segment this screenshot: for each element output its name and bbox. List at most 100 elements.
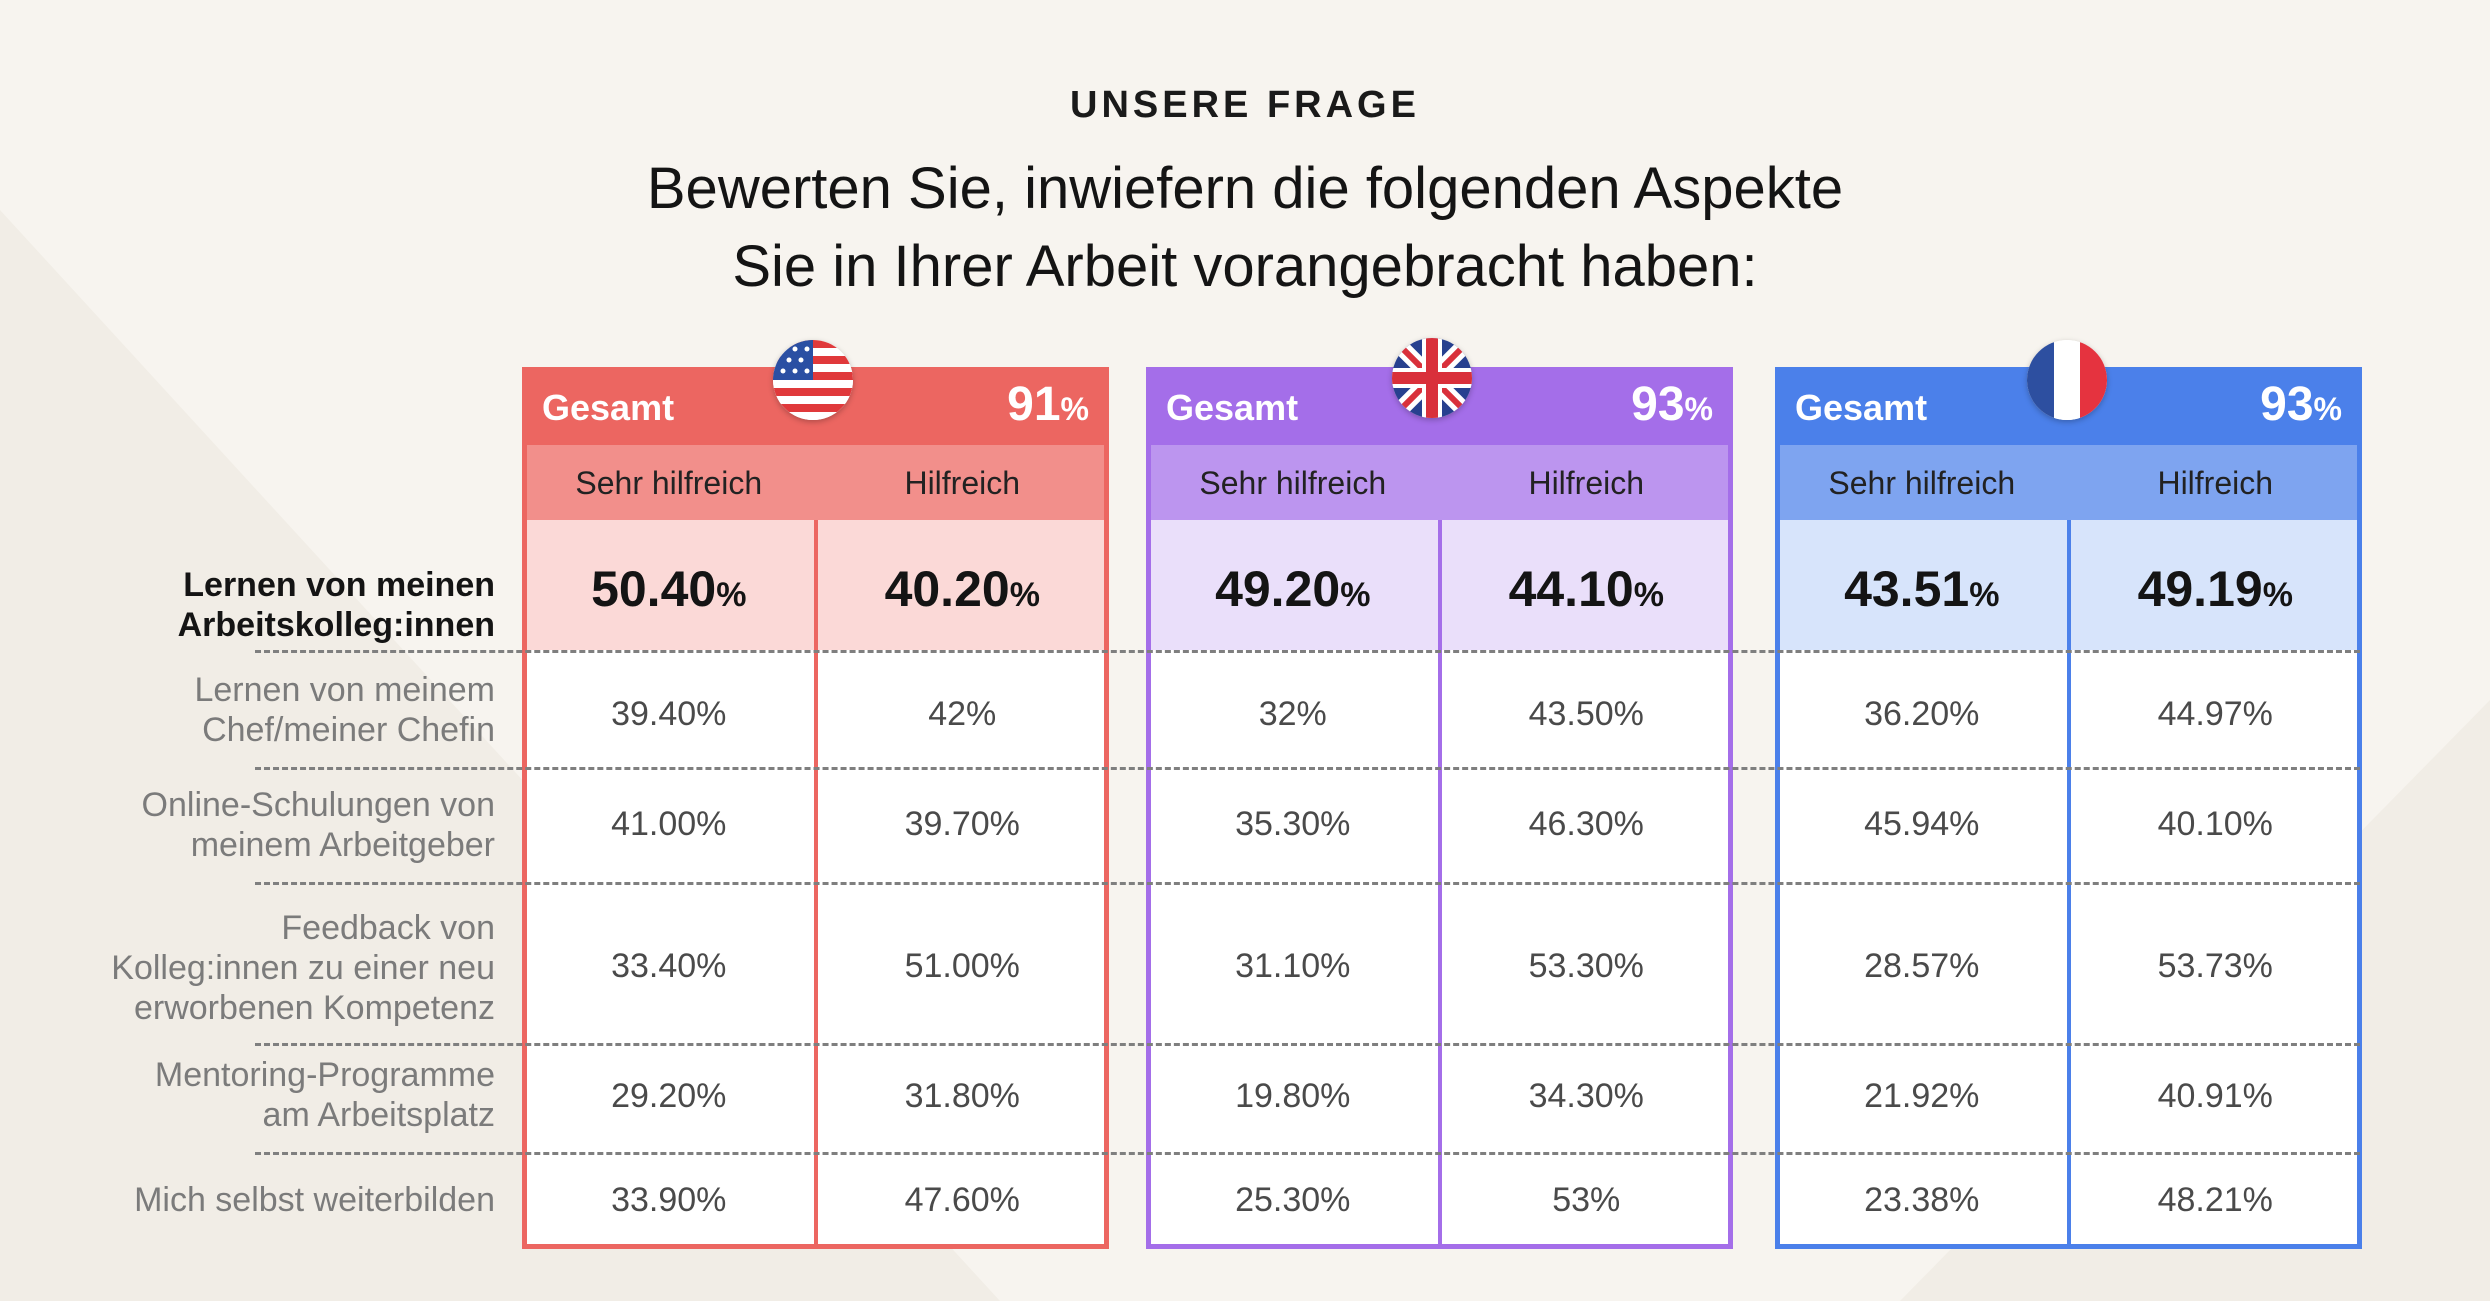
top-value-number: 50.40	[591, 561, 717, 617]
value-cell: 41.00%	[611, 805, 727, 843]
total-pct: %	[1684, 391, 1713, 427]
value-cell: 33.40%	[611, 947, 727, 985]
country-panel-2: Gesamt 93% Sehr hilfreich Hilfreich 43.51% 49…	[1775, 367, 2362, 1249]
column-header-hilf: Hilfreich	[1528, 465, 1645, 501]
value-cell: 29.20%	[611, 1077, 727, 1115]
panel-subheader: Sehr hilfreich Hilfreich	[522, 445, 1109, 520]
total-label: Gesamt	[542, 387, 675, 428]
value-cell: 42%	[928, 695, 997, 733]
value-cell: 36.20%	[1864, 695, 1980, 733]
value-cell: 23.38%	[1864, 1181, 1980, 1219]
row-separator	[255, 1152, 2360, 1155]
total-label: Gesamt	[1166, 387, 1299, 428]
top-value-number: 43.51	[1844, 561, 1970, 617]
total-number: 93	[2260, 378, 2314, 431]
row-label: Lernen von meinen Arbeitskolleg:innen	[60, 540, 495, 670]
value-cell: 51.00%	[904, 947, 1020, 985]
value-cell: 46.30%	[1528, 805, 1644, 843]
value-cell: 31.80%	[904, 1077, 1020, 1115]
value-cell: 28.57%	[1864, 947, 1980, 985]
value-cell: 53%	[1552, 1181, 1621, 1219]
row-label-line: Kolleg:innen zu einer neu	[111, 949, 495, 987]
panel-subheader: Sehr hilfreich Hilfreich	[1775, 445, 2362, 520]
row-label: Online-Schulungen von meinem Arbeitgeber	[60, 770, 495, 880]
total-value: 93%	[1631, 377, 1713, 432]
top-value-pct: %	[1633, 576, 1664, 614]
row-separator	[255, 650, 2360, 653]
value-cell: 53.30%	[1528, 947, 1644, 985]
row-label-line: Chef/meiner Chefin	[202, 711, 495, 749]
total-number: 93	[1631, 378, 1685, 431]
top-value-sehr: 43.51%	[1775, 560, 2069, 618]
value-cell: 45.94%	[1864, 805, 1980, 843]
row-label-line: am Arbeitsplatz	[262, 1096, 495, 1134]
value-cell: 19.80%	[1235, 1077, 1351, 1115]
value-cell: 47.60%	[904, 1181, 1020, 1219]
column-header-sehr: Sehr hilfreich	[1828, 465, 2016, 501]
top-value-number: 44.10	[1508, 561, 1634, 617]
value-cell: 44.97%	[2157, 695, 2273, 733]
value-cell: 48.21%	[2157, 1181, 2273, 1219]
value-cell: 40.91%	[2157, 1077, 2273, 1115]
fr-flag-icon	[2027, 340, 2107, 420]
row-label-line: Lernen von meinen	[183, 566, 495, 604]
value-cell: 39.70%	[904, 805, 1020, 843]
top-value-sehr: 50.40%	[522, 560, 816, 618]
uk-flag-icon	[1392, 338, 1472, 418]
row-label: Mentoring-Programme am Arbeitsplatz	[60, 1040, 495, 1150]
top-value-number: 49.20	[1215, 561, 1341, 617]
value-cell: 40.10%	[2157, 805, 2273, 843]
country-panel-0: Gesamt 91% Sehr hilfreich Hilfreich 50.40% 40…	[522, 367, 1109, 1249]
value-cell: 39.40%	[611, 695, 727, 733]
value-cell: 32%	[1258, 695, 1327, 733]
panel-subheader: Sehr hilfreich Hilfreich	[1146, 445, 1733, 520]
value-cell: 53.73%	[2157, 947, 2273, 985]
row-label-line: Lernen von meinem	[194, 671, 495, 709]
value-cell: 35.30%	[1235, 805, 1351, 843]
row-label: Feedback von Kolleg:innen zu einer neu e…	[60, 888, 495, 1048]
top-value-sehr: 49.20%	[1146, 560, 1440, 618]
total-number: 91	[1007, 378, 1061, 431]
row-label: Mich selbst weiterbilden	[60, 1170, 495, 1230]
value-cell: 21.92%	[1864, 1077, 1980, 1115]
country-panel-1: Gesamt 93% Sehr hilfreich Hilfreich 49.20% 44…	[1146, 367, 1733, 1249]
title-line-1: Bewerten Sie, inwiefern die folgenden As…	[646, 156, 1844, 221]
top-value-hilf: 40.20%	[816, 560, 1110, 618]
section-kicker: UNSERE FRAGE	[1070, 84, 1420, 126]
page-title: Bewerten Sie, inwiefern die folgenden As…	[0, 150, 2490, 306]
title-line-2: Sie in Ihrer Arbeit vorangebracht haben:	[732, 234, 1758, 299]
total-pct: %	[1060, 391, 1089, 427]
total-pct: %	[2313, 391, 2342, 427]
row-label-line: Arbeitskolleg:innen	[177, 606, 495, 644]
row-label-line: meinem Arbeitgeber	[190, 826, 495, 864]
row-label-line: erworbenen Kompetenz	[133, 989, 495, 1027]
column-header-hilf: Hilfreich	[904, 465, 1021, 501]
top-value-pct: %	[2262, 576, 2293, 614]
top-value-number: 49.19	[2137, 561, 2263, 617]
row-label-line: Online-Schulungen von	[141, 786, 495, 824]
top-value-number: 40.20	[884, 561, 1010, 617]
top-value-pct: %	[716, 576, 747, 614]
top-value-hilf: 44.10%	[1440, 560, 1734, 618]
top-value-pct: %	[1009, 576, 1040, 614]
top-value-pct: %	[1969, 576, 2000, 614]
us-flag-icon	[773, 340, 853, 420]
value-cell: 25.30%	[1235, 1181, 1351, 1219]
row-label-line: Mentoring-Programme	[154, 1056, 495, 1094]
row-label-line: Feedback von	[281, 909, 495, 947]
value-cell: 34.30%	[1528, 1077, 1644, 1115]
row-label-line: Mich selbst weiterbilden	[134, 1181, 495, 1219]
row-label: Lernen von meinem Chef/meiner Chefin	[60, 655, 495, 765]
row-separator	[255, 1043, 2360, 1046]
row-separator	[255, 882, 2360, 885]
column-header-hilf: Hilfreich	[2157, 465, 2274, 501]
value-cell: 33.90%	[611, 1181, 727, 1219]
value-cell: 31.10%	[1235, 947, 1351, 985]
total-value: 93%	[2260, 377, 2342, 432]
column-header-sehr: Sehr hilfreich	[575, 465, 763, 501]
top-value-hilf: 49.19%	[2069, 560, 2363, 618]
row-separator	[255, 767, 2360, 770]
column-header-sehr: Sehr hilfreich	[1199, 465, 1387, 501]
value-cell: 43.50%	[1528, 695, 1644, 733]
total-value: 91%	[1007, 377, 1089, 432]
